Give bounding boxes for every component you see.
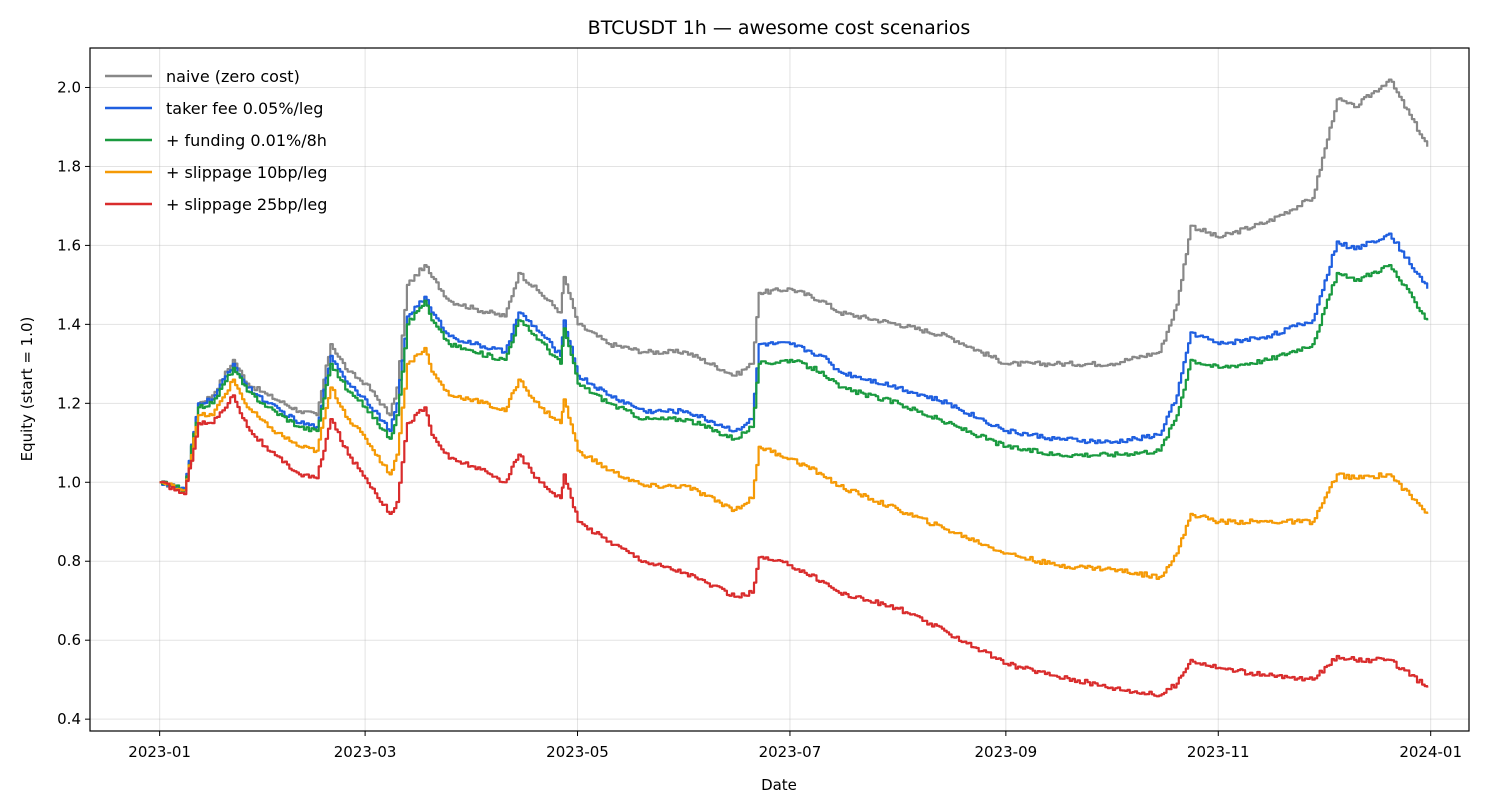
y-tick-label: 1.2 <box>57 394 81 412</box>
legend-entry: naive (zero cost) <box>166 67 300 86</box>
grid <box>90 48 1469 731</box>
x-tick-label: 2024-01 <box>1399 743 1462 761</box>
x-axis-ticks: 2023-01 2023-03 2023-05 2023-07 2023-09 2023-… <box>128 731 1462 761</box>
legend-entry: + funding 0.01%/8h <box>166 131 327 150</box>
x-tick-label: 2023-07 <box>759 743 822 761</box>
series-line-3 <box>159 264 1429 493</box>
y-axis-label: Equity (start = 1.0) <box>18 317 36 462</box>
y-tick-label: 0.8 <box>57 552 81 570</box>
y-tick-label: 0.6 <box>57 631 81 649</box>
y-tick-label: 1.8 <box>57 157 81 175</box>
y-tick-label: 1.0 <box>57 473 81 491</box>
series-lines <box>159 78 1429 698</box>
legend-entry: + slippage 10bp/leg <box>166 163 327 182</box>
x-tick-label: 2023-05 <box>546 743 609 761</box>
y-tick-label: 1.6 <box>57 236 81 254</box>
x-tick-label: 2023-03 <box>334 743 397 761</box>
y-tick-label: 0.4 <box>57 710 81 728</box>
series-line-5 <box>159 394 1429 698</box>
legend: naive (zero cost) taker fee 0.05%/leg + fu… <box>105 67 327 214</box>
plot-frame <box>89 47 1470 732</box>
y-axis-ticks: 0.4 0.6 0.8 1.0 1.2 1.4 1.6 1.8 2.0 <box>57 78 90 728</box>
legend-entry: taker fee 0.05%/leg <box>166 99 323 118</box>
series-line-4 <box>159 346 1429 580</box>
x-tick-label: 2023-11 <box>1187 743 1250 761</box>
x-tick-label: 2023-01 <box>128 743 191 761</box>
y-tick-label: 1.4 <box>57 315 81 333</box>
y-tick-label: 2.0 <box>57 78 81 96</box>
x-axis-label: Date <box>761 776 797 794</box>
legend-entry: + slippage 25bp/leg <box>166 195 327 214</box>
series-line-2 <box>159 232 1429 492</box>
series-line-1 <box>159 78 1429 492</box>
chart-title: BTCUSDT 1h — awesome cost scenarios <box>588 17 971 39</box>
x-tick-label: 2023-09 <box>975 743 1038 761</box>
